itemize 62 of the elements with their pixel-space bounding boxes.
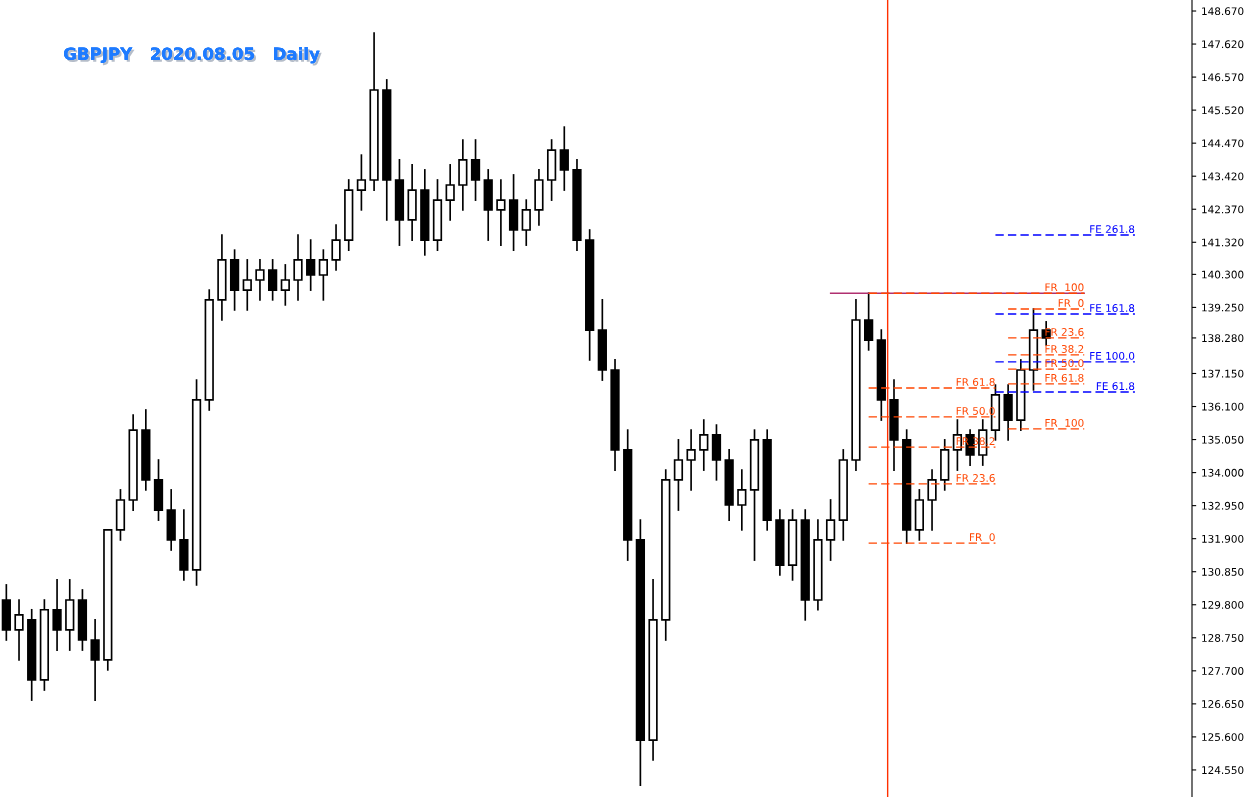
y-tick-label: 136.100 (1202, 402, 1244, 411)
y-tick-label: 146.570 (1202, 73, 1244, 82)
candlestick (496, 179, 506, 246)
y-tick-label: 142.370 (1202, 205, 1244, 214)
series-label: FR 61.8 (956, 378, 995, 386)
candlestick (927, 469, 937, 531)
candlestick (318, 249, 329, 301)
candlestick (737, 469, 747, 531)
y-tick-label: 140.300 (1202, 270, 1244, 279)
candlestick (470, 139, 481, 201)
candlestick (445, 164, 455, 221)
y-tick-label: 126.650 (1202, 700, 1244, 708)
y-tick-label: 147.620 (1202, 40, 1244, 49)
y-tick-label: 128.750 (1202, 634, 1244, 642)
candlestick (825, 499, 836, 561)
series-label: FR 0 (1058, 299, 1084, 307)
series-label: FR 23.6 (1045, 328, 1084, 336)
candlestick (242, 259, 252, 311)
y-tick-label: 134.000 (1202, 468, 1244, 477)
candlestick (52, 579, 62, 651)
y-tick-label: 139.250 (1202, 303, 1244, 312)
candlestick (521, 199, 531, 246)
candlestick (559, 126, 569, 191)
y-tick-label: 130.850 (1202, 567, 1244, 576)
series-label: FR 0 (969, 533, 995, 542)
series-label: FE 61.8 (1096, 382, 1135, 391)
series-label: FR 38.2 (1045, 345, 1084, 353)
y-tick-label: 124.550 (1202, 766, 1244, 775)
y-tick-label: 138.280 (1202, 334, 1244, 343)
y-tick-label: 137.150 (1202, 369, 1244, 378)
candlestick (686, 429, 696, 491)
series-label: FE 100.0 (1090, 351, 1135, 360)
y-tick-label: 135.050 (1202, 435, 1244, 444)
candlestick (699, 419, 709, 471)
y-tick-label: 145.520 (1202, 106, 1244, 115)
candlestick (306, 239, 316, 291)
y-tick-label: 127.700 (1202, 667, 1244, 675)
text: GBPJPY 2020.08.05 Daily (64, 47, 322, 66)
candlestick (863, 292, 874, 351)
y-tick-label: 131.900 (1202, 534, 1244, 543)
candlestick (14, 599, 24, 661)
series-label: FR 100 (1045, 418, 1084, 427)
series-label: FR 23.6 (956, 474, 995, 482)
y-tick-label: 132.950 (1202, 501, 1244, 510)
candlestick (293, 234, 303, 301)
candlestick (331, 224, 341, 271)
series-label: FR 61.8 (1045, 373, 1084, 382)
y-tick-label: 141.320 (1202, 238, 1244, 247)
candlestick (90, 619, 100, 701)
y-tick-label: 143.420 (1202, 172, 1244, 181)
series-label: FE 261.8 (1090, 225, 1135, 234)
y-tick-label: 129.800 (1202, 600, 1244, 609)
candlestick (356, 154, 367, 211)
y-tick-label: 144.470 (1202, 139, 1244, 148)
candlestick (673, 439, 684, 511)
candlestick (280, 264, 290, 306)
y-tick-label: 125.600 (1202, 733, 1244, 742)
candlestick (255, 259, 265, 301)
y-tick-label: 148.670 (1202, 7, 1244, 16)
candlestick (267, 259, 278, 301)
series-label: FE 161.8 (1090, 304, 1135, 312)
series-label: FR 100 (1045, 283, 1084, 292)
